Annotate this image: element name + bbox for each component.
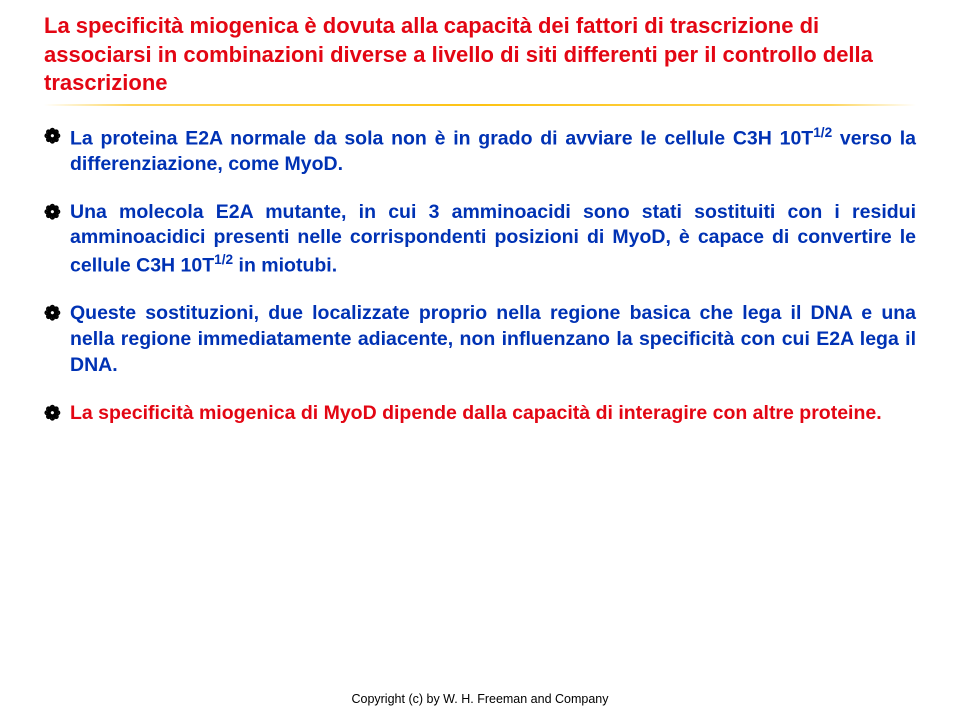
flower-bullet-icon: ❁	[44, 401, 70, 425]
divider-gradient	[44, 104, 916, 106]
list-item: ❁ La proteina E2A normale da sola non è …	[44, 124, 916, 178]
list-item: ❁ Queste sostituzioni, due localizzate p…	[44, 301, 916, 378]
slide-title: La specificità miogenica è dovuta alla c…	[44, 12, 916, 98]
bullet-text: Queste sostituzioni, due localizzate pro…	[70, 301, 916, 378]
bullet-text: La proteina E2A normale da sola non è in…	[70, 124, 916, 178]
bullet-text: La specificità miogenica di MyoD dipende…	[70, 401, 916, 427]
flower-bullet-icon: ❁	[44, 301, 70, 325]
copyright-footer: Copyright (c) by W. H. Freeman and Compa…	[0, 692, 960, 706]
bullet-text: Una molecola E2A mutante, in cui 3 ammin…	[70, 200, 916, 280]
flower-bullet-icon: ❁	[44, 124, 70, 148]
bullet-list: ❁ La proteina E2A normale da sola non è …	[44, 124, 916, 427]
flower-bullet-icon: ❁	[44, 200, 70, 224]
list-item: ❁ Una molecola E2A mutante, in cui 3 amm…	[44, 200, 916, 280]
title-divider	[44, 104, 916, 106]
list-item: ❁ La specificità miogenica di MyoD dipen…	[44, 401, 916, 427]
